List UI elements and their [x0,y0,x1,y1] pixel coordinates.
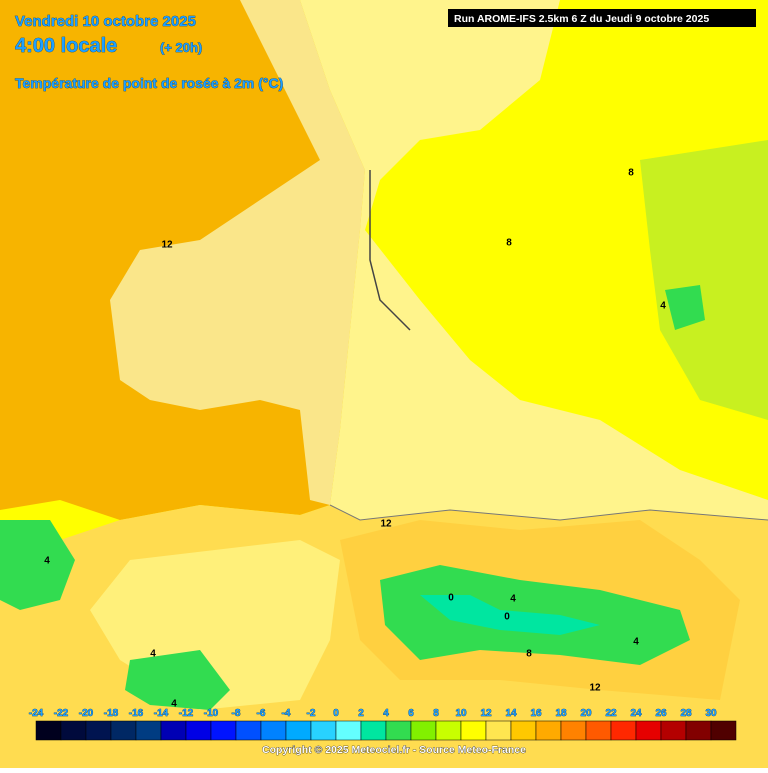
legend-swatch [310,720,337,741]
legend-label: 0 [333,708,339,719]
legend-swatch [85,720,112,741]
legend-label: 18 [555,708,567,719]
river [369,170,411,331]
contour-label: 4 [510,594,516,605]
variable: Température de point de rosée à 2m (°C) [15,75,283,91]
legend-swatch [35,720,62,741]
legend-label: 26 [655,708,667,719]
legend-label: -12 [179,708,194,719]
legend-swatch [435,720,462,741]
legend-label: 10 [455,708,467,719]
date: Vendredi 10 octobre 2025 [15,13,196,30]
contour-label: 8 [526,649,532,660]
green-patch [665,285,705,330]
contour-label: 12 [589,683,601,694]
contour-label: 4 [150,649,156,660]
legend-label: -14 [154,708,169,719]
legend-swatch [510,720,537,741]
legend-label: -16 [129,708,144,719]
legend-swatch [235,720,262,741]
legend-label: 14 [505,708,517,719]
legend-label: -24 [29,708,44,719]
legend-label: -18 [104,708,119,719]
legend-swatch [685,720,712,741]
legend-swatch [260,720,287,741]
contour-label: 8 [628,168,634,179]
legend-label: 2 [358,708,364,719]
legend-swatch [160,720,187,741]
cyan-zone [420,595,600,635]
legend-label: 22 [605,708,617,719]
legend-label: 8 [433,708,439,719]
legend-label: -20 [79,708,94,719]
legend-swatch [710,720,737,741]
legend-label: 16 [530,708,542,719]
border-line [329,504,768,521]
legend-swatch [610,720,637,741]
green-zone-south [125,650,230,710]
run-box [448,9,756,27]
legend-label: 12 [480,708,492,719]
legend-swatch [560,720,587,741]
legend-swatch [185,720,212,741]
legend-label: -2 [307,708,316,719]
legend-label: 24 [630,708,642,719]
legend-label: -4 [282,708,291,719]
legend-swatch [210,720,237,741]
legend-swatch [285,720,312,741]
legend-swatch [585,720,612,741]
legend-swatch [485,720,512,741]
contour-label: 8 [506,238,512,249]
legend-swatch [335,720,362,741]
legend-swatch [385,720,412,741]
legend-label: -6 [257,708,266,719]
legend-swatch [460,720,487,741]
green-zone-west [0,520,75,610]
legend-label: -8 [232,708,241,719]
contour-label: 4 [660,301,666,312]
legend-label: 4 [383,708,389,719]
land-low [300,0,768,520]
legend-swatch [135,720,162,741]
run-info: Run AROME-IFS 2.5km 6 Z du Jeudi 9 octob… [454,13,709,25]
contour-label: 4 [633,637,639,648]
legend-label: -22 [54,708,69,719]
contour-label: 0 [448,593,454,604]
legend-swatch [60,720,87,741]
legend-label: 20 [580,708,592,719]
legend-label: -10 [204,708,219,719]
header: Vendredi 10 octobre 2025 4:00 locale (+ … [15,9,756,91]
time: 4:00 locale [15,35,117,57]
legend-label: 28 [680,708,692,719]
legend-swatch [535,720,562,741]
contour-label: 4 [44,556,50,567]
lead-time: (+ 20h) [160,40,202,55]
legend-label: 6 [408,708,414,719]
green-zone-east [640,140,768,420]
contour-label: 0 [504,612,510,623]
contour-label: 12 [380,519,392,530]
legend-swatch [660,720,687,741]
legend-swatch [410,720,437,741]
legend-swatch [110,720,137,741]
legend-swatch [360,720,387,741]
legend-label: 30 [705,708,717,719]
legend: -24 -22 -20 -18 -16 -14 -12 -10 -8 -6 -4 -2 0 2 4 6 8 10 1… [28,708,737,741]
coastal-zone [110,0,365,505]
contour-label: 4 [171,699,177,710]
contour-label: 12 [161,240,173,251]
footer: Copyright © 2025 Meteociel.fr - Source M… [262,744,526,756]
legend-swatch [635,720,662,741]
